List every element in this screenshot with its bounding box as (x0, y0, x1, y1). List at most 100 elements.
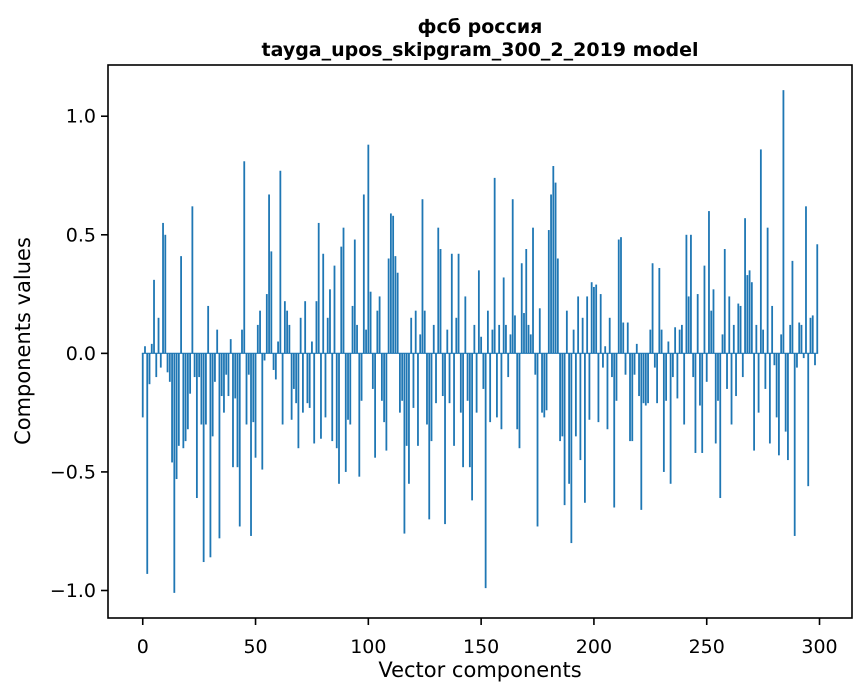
bar (198, 353, 201, 378)
bar (579, 353, 582, 461)
bar (168, 353, 171, 382)
bar (559, 353, 561, 442)
bar (238, 353, 241, 527)
bar (367, 144, 370, 354)
bar (809, 317, 812, 354)
bar (389, 213, 392, 354)
bar (435, 353, 437, 404)
bar (347, 353, 349, 420)
bar (150, 343, 153, 354)
bar (529, 334, 532, 354)
bar (173, 353, 176, 593)
bar (272, 353, 275, 370)
bar (523, 313, 525, 354)
bar (405, 353, 408, 446)
bar (157, 317, 160, 354)
bar (500, 353, 503, 430)
bar (365, 329, 367, 354)
y-tick-label: 0.0 (66, 343, 96, 365)
bar (408, 353, 410, 484)
bar (220, 353, 223, 397)
bar (620, 237, 622, 354)
bar (455, 317, 458, 354)
bar (286, 310, 289, 354)
bar (732, 324, 735, 354)
bar (232, 353, 234, 468)
bar (802, 353, 805, 359)
bar (193, 353, 196, 378)
bar (430, 353, 433, 442)
bar (563, 353, 566, 506)
bar (554, 182, 557, 354)
bar (437, 227, 440, 354)
x-tick-label: 250 (689, 636, 725, 658)
bar (796, 353, 798, 368)
bar (401, 353, 404, 401)
bar (644, 353, 647, 406)
bar (200, 353, 203, 425)
bar (800, 324, 803, 354)
bar (383, 353, 386, 423)
bar (775, 353, 778, 418)
bar (493, 177, 496, 354)
bar (807, 353, 810, 487)
bar (313, 353, 316, 444)
bar (351, 305, 354, 354)
bar (771, 305, 774, 354)
bar (245, 353, 248, 425)
y-tick-label: 1.0 (66, 106, 96, 128)
bar (331, 353, 334, 442)
bar (302, 353, 304, 413)
bar (453, 353, 455, 446)
bar (421, 199, 424, 354)
bar (750, 282, 753, 354)
bar (690, 234, 692, 354)
bar (739, 305, 742, 354)
bar (617, 239, 620, 354)
bar (511, 199, 514, 354)
bar (281, 353, 284, 425)
bar (577, 296, 580, 354)
bar (552, 166, 555, 354)
bar (590, 282, 593, 354)
bar (694, 353, 697, 453)
y-tick-label: −0.5 (50, 461, 96, 483)
bar (784, 353, 787, 432)
bar (432, 324, 435, 354)
bar (629, 353, 631, 442)
bar (342, 227, 345, 354)
bar (141, 353, 144, 418)
bar (320, 353, 322, 439)
bar (556, 258, 559, 354)
bar (507, 353, 510, 378)
bar (153, 279, 155, 354)
bar (527, 324, 530, 354)
bar (638, 353, 640, 397)
bar (757, 353, 760, 413)
bar (584, 353, 586, 503)
bar (374, 353, 376, 458)
bar (613, 353, 616, 508)
bar (699, 353, 701, 406)
y-axis-label: Components values (11, 237, 35, 445)
bar (218, 353, 221, 539)
bar (234, 353, 237, 399)
bar (793, 353, 796, 536)
bar (417, 353, 419, 446)
bar (263, 353, 266, 361)
bar (387, 258, 390, 354)
ticks-layer: 0 50 100 150 200 250 300 1.0 0.5 0.0 −0.5 −1.0 (50, 106, 838, 658)
bar (662, 353, 665, 472)
bar (399, 353, 401, 413)
bar (631, 353, 634, 442)
bar (308, 353, 311, 408)
bar (466, 353, 469, 401)
bar (755, 324, 758, 354)
bar (471, 353, 473, 501)
bar (588, 353, 591, 420)
bar (816, 244, 819, 354)
bar (378, 296, 381, 354)
bar (633, 353, 636, 375)
bar (484, 353, 487, 589)
